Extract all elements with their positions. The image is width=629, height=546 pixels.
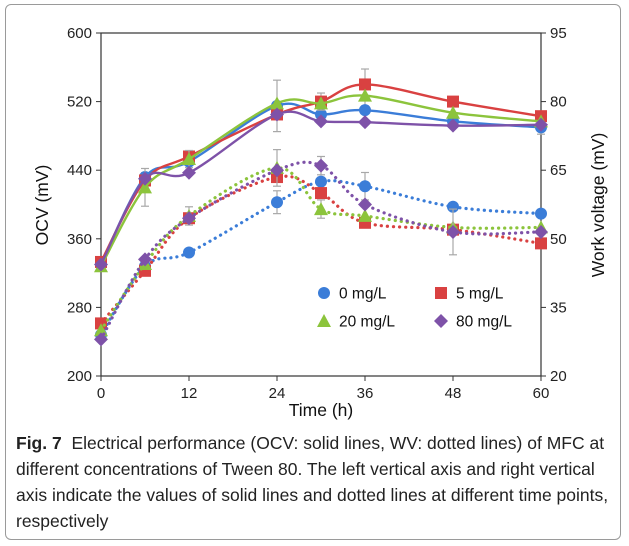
left-y-tick-label: 200 [67,368,92,385]
x-tick-label: 48 [445,385,462,402]
ocv-point-5-mg-l [359,78,371,91]
ocv-point-20-mg-l [182,152,196,166]
legend-marker-20-mg-l [317,314,331,327]
x-tick-label: 60 [533,385,550,402]
wv-point-80-mg-l [94,332,108,347]
wv-point-80-mg-l [314,158,328,173]
x-tick-label: 36 [357,385,374,402]
wv-point-80-mg-l [138,252,152,267]
wv-point-0-mg-l [183,246,195,259]
ocv-point-80-mg-l [534,117,548,132]
left-y-tick-label: 600 [67,25,92,42]
legend-marker-0-mg-l [318,287,330,299]
left-y-tick-label: 440 [67,162,92,179]
left-y-tick-label: 520 [67,94,92,111]
legend: 0 mg/L 5 mg/L 20 mg/L 80 mg/L [317,286,512,331]
x-tick-label: 12 [181,385,198,402]
wv-point-0-mg-l [271,196,283,209]
ocv-wv-chart: 0 12 24 36 48 60 200 280 360 440 520 600 20 35 50 65 80 9… [32,25,608,420]
wv-point-80-mg-l [358,197,372,212]
ocv-point-80-mg-l [270,107,284,122]
figure-caption: Fig. 7 Electrical performance (OCV: soli… [16,430,616,534]
right-y-tick-label: 20 [550,368,567,385]
x-tick-label: 24 [269,385,286,402]
ocv-point-20-mg-l [446,105,460,119]
wv-point-80-mg-l [270,163,284,178]
ocv-point-0-mg-l [359,104,371,117]
right-y-tick-label: 95 [550,25,567,42]
figure-frame [5,4,621,540]
wv-point-5-mg-l [535,237,547,250]
wv-point-80-mg-l [534,224,548,239]
wv-point-80-mg-l [182,211,196,226]
x-axis-title: Time (h) [289,400,354,420]
legend-label-0-mg-l: 0 mg/L [339,286,387,303]
left-y-tick-label: 280 [67,299,92,316]
legend-label-80-mg-l: 80 mg/L [456,314,512,331]
right-y-axis-title: Work voltage (mV) [588,133,608,278]
wv-point-0-mg-l [359,180,371,193]
right-y-tick-label: 80 [550,94,567,111]
right-y-tick-label: 65 [550,162,567,179]
ocv-point-80-mg-l [94,257,108,272]
wv-point-20-mg-l [358,208,372,222]
caption-text: Electrical performance (OCV: solid lines… [16,433,609,531]
x-tick-label: 0 [97,385,105,402]
plot-frame [100,32,542,377]
plot-area: 0 12 24 36 48 60 200 280 360 440 520 600 20 35 50 65 80 9… [67,25,567,402]
wv-line-0-mg-l [99,179,543,337]
right-y-tick-label: 35 [550,299,567,316]
ocv-point-5-mg-l [447,95,459,108]
legend-marker-80-mg-l [434,314,448,328]
wv-point-80-mg-l [446,224,460,239]
figure-label: Fig. 7 [16,433,62,453]
wv-point-0-mg-l [447,200,459,213]
right-y-tick-label: 50 [550,231,567,248]
wv-point-0-mg-l [535,207,547,220]
ocv-point-80-mg-l [314,114,328,129]
wv-point-20-mg-l [314,202,328,216]
ocv-point-20-mg-l [270,96,284,110]
legend-label-20-mg-l: 20 mg/L [339,314,395,331]
wv-point-0-mg-l [315,175,327,188]
left-y-tick-label: 360 [67,231,92,248]
legend-marker-5-mg-l [435,287,447,299]
ocv-point-80-mg-l [446,118,460,133]
left-y-axis-title: OCV (mV) [32,165,52,246]
ocv-point-80-mg-l [358,115,372,130]
ocv-point-20-mg-l [358,88,372,102]
ocv-point-20-mg-l [138,180,152,194]
wv-point-5-mg-l [315,187,327,200]
ocv-point-80-mg-l [182,165,196,180]
ocv-point-20-mg-l [314,96,328,110]
legend-label-5-mg-l: 5 mg/L [456,286,504,303]
ocv-point-80-mg-l [138,171,152,186]
